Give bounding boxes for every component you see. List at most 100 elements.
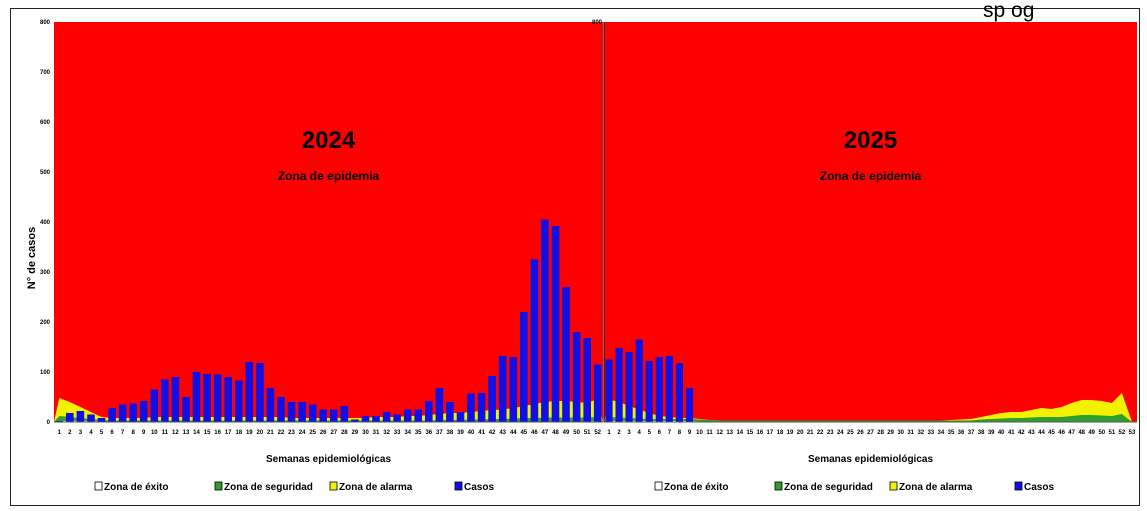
x-tick-2025-34: 34 [938,430,945,436]
x-tick-2024-27: 27 [330,430,337,436]
x-tick-2025-23: 23 [827,430,834,436]
x-tick-2024-23: 23 [288,430,295,436]
x-tick-2024-43: 43 [499,430,506,436]
bar-casos-2024-w3 [76,411,85,422]
zone-label-2024: Zona de epidemia [278,169,380,183]
bar-casos-2025-w5 [645,361,653,422]
y-tick-top-right: 800 [592,20,603,26]
x-tick-2025-45: 45 [1048,430,1055,436]
x-tick-2024-41: 41 [478,430,485,436]
y-tick-300: 300 [40,270,51,276]
legend-swatch-zona-de-seguridad-2025 [774,481,783,491]
x-tick-2025-20: 20 [797,430,804,436]
bar-casos-2024-w24 [298,402,306,422]
bar-casos-2024-w17 [224,377,232,422]
bar-casos-2024-w50 [572,332,581,422]
x-tick-2024-39: 39 [457,430,464,436]
bar-casos-2024-w44 [509,357,518,422]
x-tick-2024-10: 10 [151,430,158,436]
x-tick-2025-28: 28 [877,430,884,436]
bar-casos-2024-w25 [308,404,317,422]
y-tick-600: 600 [40,120,51,126]
x-tick-2025-22: 22 [817,430,824,436]
x-tick-2025-42: 42 [1018,430,1025,436]
x-tick-2025-38: 38 [978,430,985,436]
legend-swatch-zona-de-alarma-2024 [329,481,338,491]
bar-casos-2025-w4 [635,339,643,422]
x-axis-title-2024: Semanas epidemiológicas [266,454,391,465]
bar-casos-2024-w11 [161,379,169,422]
x-tick-2025-7: 7 [668,430,672,436]
x-tick-2024-49: 49 [563,430,570,436]
x-tick-2024-45: 45 [520,430,527,436]
x-tick-2025-12: 12 [716,430,723,436]
x-tick-2025-18: 18 [777,430,784,436]
bar-casos-2024-w20 [256,363,264,422]
legend-swatch-zona-de-xito-2025 [654,481,663,491]
x-tick-2025-33: 33 [927,430,934,436]
x-tick-2024-42: 42 [489,430,496,436]
x-tick-2024-8: 8 [132,430,136,436]
x-tick-2024-6: 6 [110,430,114,436]
x-tick-2025-1: 1 [607,430,611,436]
x-tick-2025-21: 21 [807,430,814,436]
x-tick-2024-12: 12 [172,430,179,436]
area-zona-de-seguridad-2024 [54,416,603,422]
bar-casos-2024-w18 [235,380,243,422]
x-tick-2024-38: 38 [447,430,454,436]
x-tick-2024-30: 30 [362,430,369,436]
bar-casos-2024-w21 [266,388,275,422]
bar-casos-2024-w23 [287,402,296,422]
x-tick-2024-35: 35 [415,430,422,436]
x-tick-2025-35: 35 [948,430,955,436]
x-tick-2025-19: 19 [787,430,794,436]
x-tick-2024-46: 46 [531,430,538,436]
x-tick-2025-17: 17 [767,430,774,436]
legend-label-zona-de-alarma-2025: Zona de alarma [899,482,973,493]
x-tick-2024-2: 2 [68,430,72,436]
bar-casos-2024-w49 [562,287,570,422]
bar-casos-2024-w29 [351,419,359,422]
x-tick-2024-33: 33 [394,430,401,436]
bar-casos-2024-w51 [583,338,591,422]
bar-casos-2024-w6 [108,408,116,422]
bar-casos-2024-w52 [593,364,602,422]
area-zona-de-alarma-2024 [54,398,603,422]
y-tick-0: 0 [47,420,51,426]
x-tick-2024-37: 37 [436,430,443,436]
x-tick-2024-18: 18 [235,430,242,436]
x-tick-2025-25: 25 [847,430,854,436]
bar-casos-2024-w37 [435,388,444,422]
x-tick-2024-28: 28 [341,430,348,436]
bar-casos-2024-w13 [182,397,190,422]
x-tick-2025-47: 47 [1068,430,1075,436]
x-tick-2024-25: 25 [309,430,316,436]
legend-label-zona-de-alarma-2024: Zona de alarma [339,482,413,493]
bar-casos-2025-w8 [675,363,683,422]
bar-casos-2024-w34 [403,409,412,422]
x-tick-2024-17: 17 [225,430,232,436]
bar-casos-2024-w30 [361,416,370,422]
x-tick-2024-9: 9 [142,430,146,436]
x-tick-2025-43: 43 [1028,430,1035,436]
bar-casos-2024-w33 [393,414,401,422]
x-tick-2025-40: 40 [998,430,1005,436]
x-tick-2024-36: 36 [425,430,432,436]
bar-casos-2025-w7 [665,356,673,422]
y-tick-700: 700 [40,70,51,76]
chart-panels: 1 2 3 4 5 6 7 8 9 10 11 12 13 14 15 16 17 18 19 20 21 22 23 24 2… [40,20,1137,493]
x-tick-2025-32: 32 [917,430,924,436]
y-tick-100: 100 [40,370,51,376]
x-tick-2024-19: 19 [246,430,253,436]
bar-casos-2025-w6 [655,357,663,422]
legend-label-casos-2024: Casos [464,482,494,493]
area-zona-de-alarma-2025 [604,393,1137,422]
bar-casos-2024-w47 [541,219,549,422]
x-tick-2024-4: 4 [89,430,93,436]
bar-casos-2024-w15 [203,374,211,422]
bar-casos-2024-w14 [192,372,201,422]
bar-casos-2024-w10 [150,389,159,422]
bar-casos-2024-w9 [139,401,148,422]
legend-label-zona-de-seguridad-2024: Zona de seguridad [224,482,313,493]
bar-casos-2025-w3 [625,352,633,422]
